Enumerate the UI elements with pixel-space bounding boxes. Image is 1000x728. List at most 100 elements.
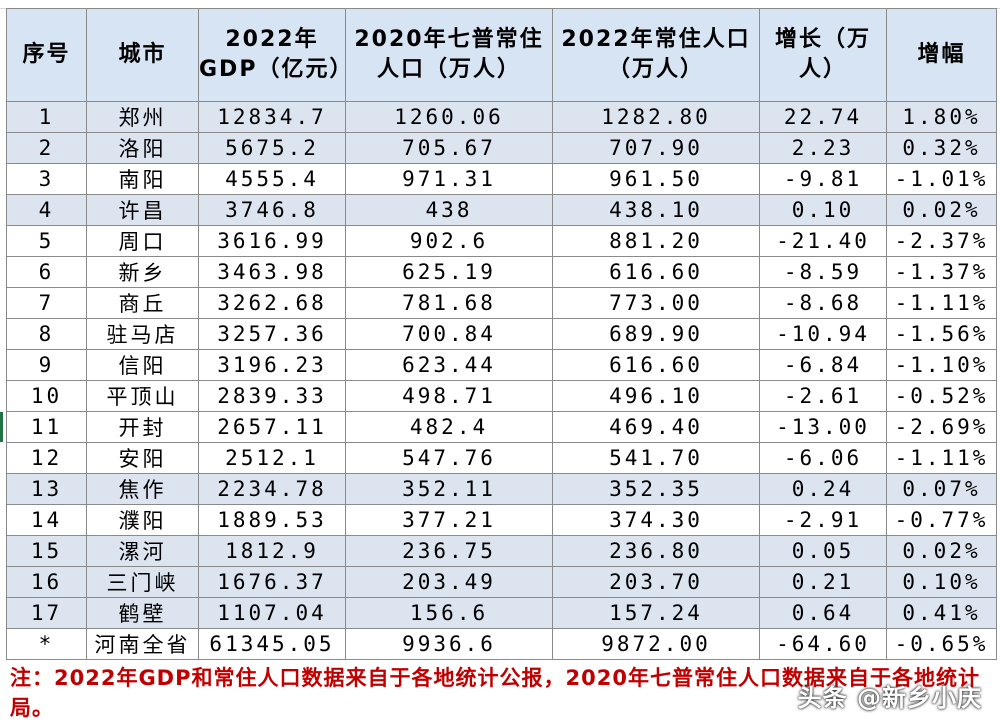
- cell-no[interactable]: 16: [6, 566, 87, 598]
- cell-city[interactable]: 焦作: [86, 473, 199, 505]
- cell-pop2020[interactable]: 482.4: [345, 411, 553, 443]
- cell-no[interactable]: *: [6, 628, 87, 660]
- cell-no[interactable]: 4: [6, 194, 87, 226]
- cell-pop2020[interactable]: 377.21: [345, 504, 553, 536]
- cell-city[interactable]: 漯河: [86, 535, 199, 567]
- cell-city[interactable]: 郑州: [86, 101, 199, 133]
- cell-rate[interactable]: 0.32%: [886, 132, 997, 164]
- cell-no[interactable]: 6: [6, 256, 87, 288]
- cell-no[interactable]: 10: [6, 380, 87, 412]
- cell-pop2022[interactable]: 881.20: [552, 225, 760, 257]
- cell-rate[interactable]: 0.07%: [886, 473, 997, 505]
- cell-rate[interactable]: -0.77%: [886, 504, 997, 536]
- header-growth[interactable]: 增长（万人）: [759, 8, 887, 102]
- cell-pop2022[interactable]: 203.70: [552, 566, 760, 598]
- cell-pop2022[interactable]: 236.80: [552, 535, 760, 567]
- cell-gdp[interactable]: 1676.37: [198, 566, 346, 598]
- cell-pop2022[interactable]: 157.24: [552, 597, 760, 629]
- cell-no[interactable]: 9: [6, 349, 87, 381]
- cell-gdp[interactable]: 12834.7: [198, 101, 346, 133]
- cell-rate[interactable]: -1.10%: [886, 349, 997, 381]
- cell-growth[interactable]: -10.94: [759, 318, 887, 350]
- cell-growth[interactable]: 0.64: [759, 597, 887, 629]
- cell-pop2022[interactable]: 469.40: [552, 411, 760, 443]
- cell-growth[interactable]: -2.61: [759, 380, 887, 412]
- cell-city[interactable]: 鹤壁: [86, 597, 199, 629]
- cell-no[interactable]: 14: [6, 504, 87, 536]
- cell-city[interactable]: 新乡: [86, 256, 199, 288]
- cell-pop2020[interactable]: 352.11: [345, 473, 553, 505]
- cell-pop2020[interactable]: 971.31: [345, 163, 553, 195]
- cell-pop2022[interactable]: 374.30: [552, 504, 760, 536]
- cell-no[interactable]: 2: [6, 132, 87, 164]
- cell-gdp[interactable]: 5675.2: [198, 132, 346, 164]
- cell-city[interactable]: 平顶山: [86, 380, 199, 412]
- cell-pop2020[interactable]: 203.49: [345, 566, 553, 598]
- cell-gdp[interactable]: 3196.23: [198, 349, 346, 381]
- cell-rate[interactable]: -1.37%: [886, 256, 997, 288]
- cell-no[interactable]: 11: [6, 411, 87, 443]
- cell-gdp[interactable]: 3616.99: [198, 225, 346, 257]
- cell-growth[interactable]: 2.23: [759, 132, 887, 164]
- cell-pop2020[interactable]: 156.6: [345, 597, 553, 629]
- cell-pop2020[interactable]: 9936.6: [345, 628, 553, 660]
- cell-pop2022[interactable]: 438.10: [552, 194, 760, 226]
- cell-pop2022[interactable]: 707.90: [552, 132, 760, 164]
- cell-growth[interactable]: -21.40: [759, 225, 887, 257]
- cell-rate[interactable]: -1.11%: [886, 442, 997, 474]
- cell-pop2020[interactable]: 1260.06: [345, 101, 553, 133]
- header-pop2022[interactable]: 2022年常住人口（万人）: [552, 8, 760, 102]
- cell-city[interactable]: 商丘: [86, 287, 199, 319]
- cell-city[interactable]: 河南全省: [86, 628, 199, 660]
- cell-pop2022[interactable]: 541.70: [552, 442, 760, 474]
- cell-city[interactable]: 洛阳: [86, 132, 199, 164]
- cell-growth[interactable]: -8.68: [759, 287, 887, 319]
- cell-rate[interactable]: -2.69%: [886, 411, 997, 443]
- cell-city[interactable]: 濮阳: [86, 504, 199, 536]
- cell-rate[interactable]: 0.10%: [886, 566, 997, 598]
- cell-pop2022[interactable]: 352.35: [552, 473, 760, 505]
- cell-rate[interactable]: -1.01%: [886, 163, 997, 195]
- cell-gdp[interactable]: 2512.1: [198, 442, 346, 474]
- cell-city[interactable]: 开封: [86, 411, 199, 443]
- cell-no[interactable]: 7: [6, 287, 87, 319]
- cell-rate[interactable]: 1.80%: [886, 101, 997, 133]
- cell-city[interactable]: 周口: [86, 225, 199, 257]
- cell-gdp[interactable]: 1812.9: [198, 535, 346, 567]
- cell-city[interactable]: 许昌: [86, 194, 199, 226]
- cell-gdp[interactable]: 2657.11: [198, 411, 346, 443]
- header-city[interactable]: 城市: [86, 8, 199, 102]
- cell-growth[interactable]: -13.00: [759, 411, 887, 443]
- cell-pop2022[interactable]: 1282.80: [552, 101, 760, 133]
- cell-pop2020[interactable]: 705.67: [345, 132, 553, 164]
- cell-pop2020[interactable]: 700.84: [345, 318, 553, 350]
- header-pop2020[interactable]: 2020年七普常住人口（万人）: [345, 8, 553, 102]
- cell-rate[interactable]: 0.41%: [886, 597, 997, 629]
- cell-pop2022[interactable]: 616.60: [552, 256, 760, 288]
- cell-gdp[interactable]: 2839.33: [198, 380, 346, 412]
- cell-city[interactable]: 驻马店: [86, 318, 199, 350]
- cell-rate[interactable]: -1.11%: [886, 287, 997, 319]
- cell-pop2020[interactable]: 547.76: [345, 442, 553, 474]
- cell-pop2020[interactable]: 781.68: [345, 287, 553, 319]
- cell-city[interactable]: 安阳: [86, 442, 199, 474]
- cell-rate[interactable]: -0.65%: [886, 628, 997, 660]
- cell-rate[interactable]: 0.02%: [886, 194, 997, 226]
- cell-growth[interactable]: 0.10: [759, 194, 887, 226]
- cell-pop2022[interactable]: 961.50: [552, 163, 760, 195]
- cell-no[interactable]: 12: [6, 442, 87, 474]
- cell-gdp[interactable]: 3262.68: [198, 287, 346, 319]
- cell-pop2022[interactable]: 689.90: [552, 318, 760, 350]
- header-rate[interactable]: 增幅: [886, 8, 997, 102]
- cell-pop2022[interactable]: 9872.00: [552, 628, 760, 660]
- cell-no[interactable]: 8: [6, 318, 87, 350]
- cell-gdp[interactable]: 1889.53: [198, 504, 346, 536]
- cell-growth[interactable]: -2.91: [759, 504, 887, 536]
- cell-gdp[interactable]: 1107.04: [198, 597, 346, 629]
- cell-pop2020[interactable]: 625.19: [345, 256, 553, 288]
- cell-growth[interactable]: 0.24: [759, 473, 887, 505]
- cell-gdp[interactable]: 61345.05: [198, 628, 346, 660]
- cell-rate[interactable]: -0.52%: [886, 380, 997, 412]
- cell-pop2020[interactable]: 236.75: [345, 535, 553, 567]
- cell-no[interactable]: 5: [6, 225, 87, 257]
